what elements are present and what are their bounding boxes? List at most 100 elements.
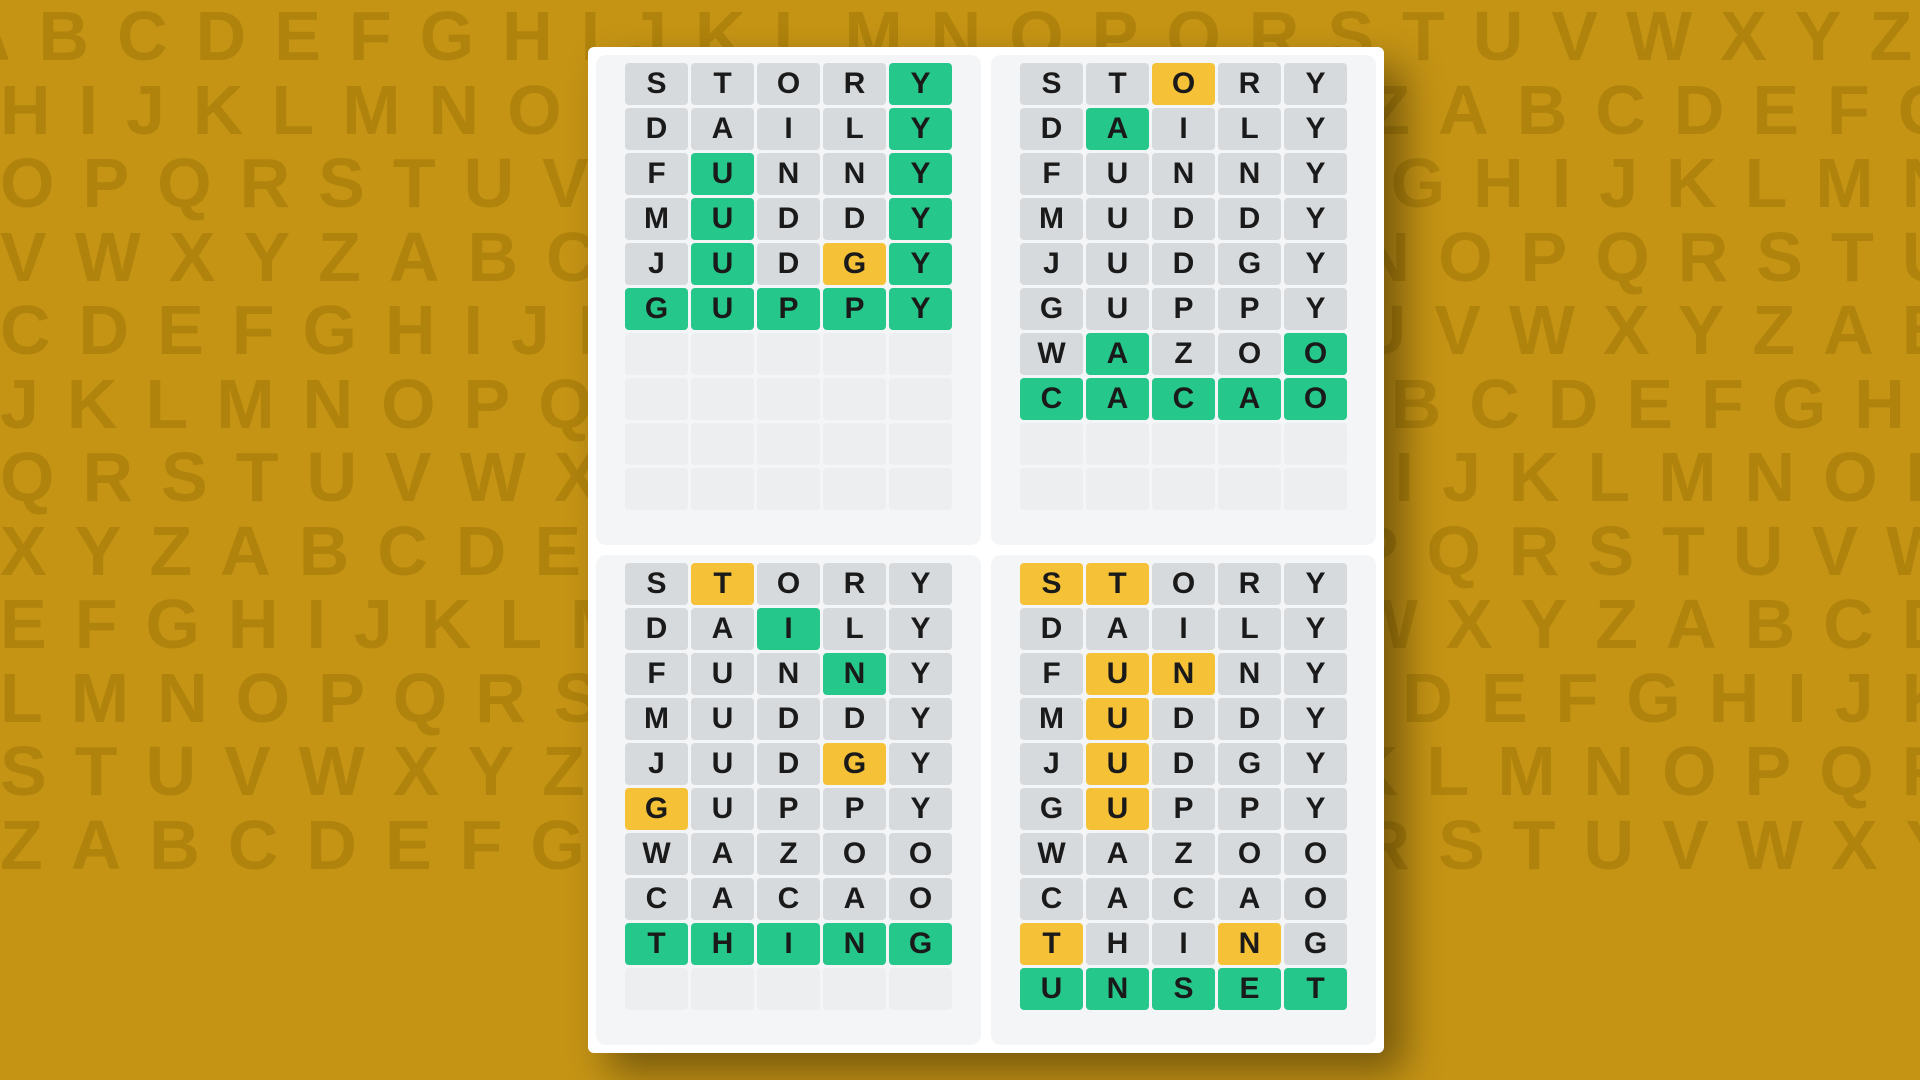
tile-P: P [757, 288, 820, 330]
tile-U: U [1086, 653, 1149, 695]
tile-D: D [625, 108, 688, 150]
guess-row: GUPPY [602, 788, 975, 830]
guess-row: STORY [602, 563, 975, 605]
tile-A: A [691, 878, 754, 920]
tile-Y: Y [1284, 653, 1347, 695]
tile-J: J [625, 743, 688, 785]
empty-slot [691, 423, 754, 465]
tile-Y: Y [889, 788, 952, 830]
tile-W: W [625, 833, 688, 875]
tile-N: N [823, 153, 886, 195]
empty-slot [1086, 423, 1149, 465]
guess-row: DAILY [602, 108, 975, 150]
guess-row: GUPPY [602, 288, 975, 330]
tile-N: N [1218, 653, 1281, 695]
tile-U: U [1086, 288, 1149, 330]
empty-slot [757, 378, 820, 420]
guess-row: GUPPY [997, 288, 1370, 330]
tile-U: U [691, 288, 754, 330]
tile-A: A [1086, 378, 1149, 420]
tile-O: O [1218, 333, 1281, 375]
empty-slot [1020, 468, 1083, 510]
tile-D: D [1152, 243, 1215, 285]
guess-row: JUDGY [602, 743, 975, 785]
guess-row: DAILY [997, 108, 1370, 150]
tile-F: F [625, 153, 688, 195]
tile-O: O [757, 563, 820, 605]
tile-Y: Y [889, 243, 952, 285]
tile-O: O [1218, 833, 1281, 875]
tile-G: G [625, 788, 688, 830]
tile-Y: Y [889, 63, 952, 105]
board-bottom-left: STORYDAILYFUNNYMUDDYJUDGYGUPPYWAZOOCACAO… [596, 555, 981, 1045]
tile-G: G [1020, 788, 1083, 830]
empty-slot [823, 378, 886, 420]
tile-T: T [691, 563, 754, 605]
tile-T: T [625, 923, 688, 965]
guess-row [602, 968, 975, 1010]
tile-H: H [691, 923, 754, 965]
tile-U: U [1086, 243, 1149, 285]
tile-D: D [757, 198, 820, 240]
tile-N: N [757, 653, 820, 695]
tile-D: D [823, 698, 886, 740]
tile-I: I [757, 608, 820, 650]
tile-J: J [1020, 243, 1083, 285]
tile-Y: Y [1284, 608, 1347, 650]
tile-I: I [1152, 608, 1215, 650]
tile-G: G [889, 923, 952, 965]
empty-slot [889, 423, 952, 465]
guess-row: CACAO [997, 378, 1370, 420]
tile-Y: Y [889, 653, 952, 695]
tile-T: T [1086, 563, 1149, 605]
tile-J: J [625, 243, 688, 285]
tile-Y: Y [889, 198, 952, 240]
tile-F: F [1020, 153, 1083, 195]
tile-D: D [1152, 198, 1215, 240]
tile-U: U [1086, 788, 1149, 830]
tile-U: U [691, 243, 754, 285]
tile-L: L [1218, 608, 1281, 650]
tile-Z: Z [757, 833, 820, 875]
tile-D: D [757, 743, 820, 785]
tile-Y: Y [1284, 108, 1347, 150]
tile-Z: Z [1152, 333, 1215, 375]
tile-C: C [1020, 878, 1083, 920]
tile-G: G [823, 243, 886, 285]
tile-C: C [1152, 378, 1215, 420]
tile-U: U [691, 153, 754, 195]
tile-C: C [1152, 878, 1215, 920]
guess-row: MUDDY [997, 698, 1370, 740]
tile-D: D [1152, 743, 1215, 785]
tile-U: U [691, 198, 754, 240]
tile-P: P [823, 288, 886, 330]
guess-row: JUDGY [997, 743, 1370, 785]
empty-slot [757, 333, 820, 375]
tile-N: N [757, 153, 820, 195]
tile-N: N [1218, 923, 1281, 965]
tile-T: T [1086, 63, 1149, 105]
tile-Y: Y [1284, 563, 1347, 605]
tile-U: U [1086, 743, 1149, 785]
tile-S: S [625, 63, 688, 105]
guess-row: THING [602, 923, 975, 965]
guess-row: FUNNY [602, 153, 975, 195]
tile-Z: Z [1152, 833, 1215, 875]
tile-D: D [1152, 698, 1215, 740]
tile-O: O [1152, 563, 1215, 605]
board-bottom-right: STORYDAILYFUNNYMUDDYJUDGYGUPPYWAZOOCACAO… [991, 555, 1376, 1045]
empty-slot [823, 468, 886, 510]
tile-L: L [1218, 108, 1281, 150]
guess-row [602, 333, 975, 375]
tile-O: O [1284, 878, 1347, 920]
tile-D: D [625, 608, 688, 650]
guess-row [997, 468, 1370, 510]
tile-M: M [1020, 198, 1083, 240]
guess-row [602, 468, 975, 510]
tile-Y: Y [1284, 288, 1347, 330]
tile-G: G [625, 288, 688, 330]
empty-slot [823, 423, 886, 465]
empty-slot [691, 468, 754, 510]
tile-Y: Y [889, 563, 952, 605]
game-card: STORYDAILYFUNNYMUDDYJUDGYGUPPYSTORYDAILY… [588, 47, 1384, 1053]
